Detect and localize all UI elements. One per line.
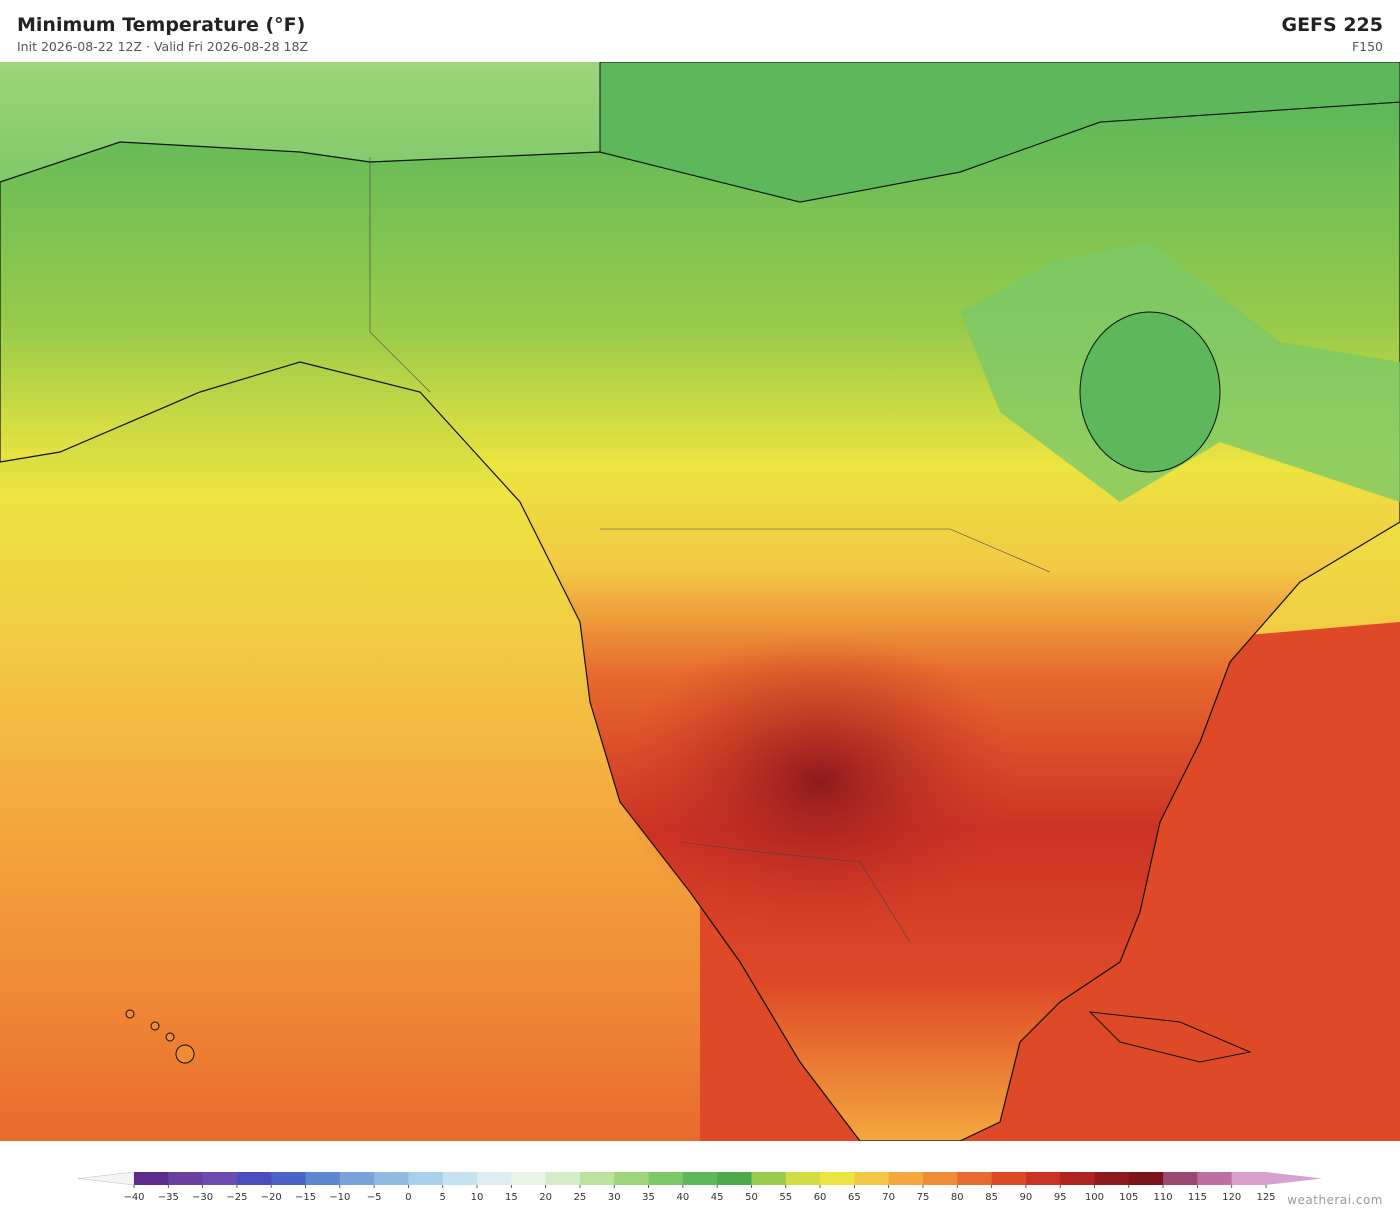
tick-label: 15 bbox=[505, 1192, 518, 1203]
tick-label: 120 bbox=[1222, 1192, 1241, 1203]
arctic-islands bbox=[599, 62, 1400, 203]
heat-core bbox=[620, 632, 1020, 932]
tick-label: −40 bbox=[123, 1192, 144, 1203]
colorbar-segment bbox=[682, 1172, 718, 1185]
map-subtitle: Init 2026-08-22 12Z · Valid Fri 2026-08-… bbox=[17, 39, 309, 54]
colorbar-segment bbox=[1128, 1172, 1164, 1185]
colorbar-segment bbox=[1094, 1172, 1130, 1185]
tick-label: 40 bbox=[676, 1192, 689, 1203]
colorbar-segment bbox=[236, 1172, 272, 1185]
hudson-bay bbox=[1079, 311, 1221, 473]
colorbar-segment bbox=[648, 1172, 684, 1185]
tick-label: −25 bbox=[226, 1192, 247, 1203]
colorbar-segment bbox=[854, 1172, 890, 1185]
tick-label: −15 bbox=[295, 1192, 316, 1203]
tick-label: 45 bbox=[711, 1192, 724, 1203]
colorbar-over bbox=[1266, 1172, 1322, 1185]
tick-label: 85 bbox=[985, 1192, 998, 1203]
colorbar-segment bbox=[888, 1172, 924, 1185]
colorbar-segment bbox=[717, 1172, 752, 1185]
tick-label: −35 bbox=[158, 1192, 179, 1203]
credit: weatherai.com bbox=[1287, 1193, 1383, 1207]
colorbar-segment bbox=[922, 1172, 958, 1185]
tick-label: 95 bbox=[1054, 1192, 1067, 1203]
tick-label: 5 bbox=[440, 1192, 446, 1203]
colorbar-segment bbox=[614, 1172, 650, 1185]
colorbar-segment bbox=[1197, 1172, 1233, 1185]
colorbar: −40 −35 −30 −25 −20 −15 −10 −5 0 5 10 15 20 25 30 35 40 4… bbox=[77, 1171, 1322, 1203]
tick-label: 65 bbox=[848, 1192, 861, 1203]
colorbar-segment bbox=[1060, 1172, 1095, 1185]
tick-label: −30 bbox=[192, 1192, 213, 1203]
tick-label: 110 bbox=[1154, 1192, 1173, 1203]
tick-label: 100 bbox=[1085, 1192, 1104, 1203]
tick-label: 80 bbox=[951, 1192, 964, 1203]
tick-label: 90 bbox=[1020, 1192, 1033, 1203]
tick-label: 55 bbox=[779, 1192, 792, 1203]
colorbar-segment bbox=[545, 1172, 581, 1185]
tick-label: 35 bbox=[642, 1192, 655, 1203]
borders bbox=[369, 157, 1051, 943]
tick-label: 10 bbox=[471, 1192, 484, 1203]
map-title: Minimum Temperature (°F) bbox=[17, 14, 306, 36]
colorbar-segment bbox=[579, 1172, 615, 1185]
colorbar-segment bbox=[134, 1172, 169, 1185]
colorbar-segment bbox=[477, 1172, 512, 1185]
tick-label: 25 bbox=[574, 1192, 587, 1203]
colorbar-segment bbox=[271, 1172, 307, 1185]
colorbar-segment bbox=[1025, 1172, 1061, 1185]
cuba bbox=[1088, 1011, 1252, 1063]
colorbar-segment bbox=[408, 1172, 444, 1185]
colorbar-segment bbox=[957, 1172, 993, 1185]
colorbar-segment bbox=[820, 1172, 855, 1185]
map bbox=[0, 62, 1400, 1141]
colorbar-segment bbox=[751, 1172, 787, 1185]
colorbar-segment bbox=[305, 1172, 341, 1185]
tick-label: 75 bbox=[917, 1192, 930, 1203]
colorbar-segment bbox=[991, 1172, 1027, 1185]
colorbar-segment bbox=[442, 1172, 478, 1185]
colorbar-under bbox=[77, 1171, 135, 1186]
hudson-region bbox=[960, 62, 1400, 502]
tick-label: 0 bbox=[405, 1192, 411, 1203]
model-name: GEFS 225 bbox=[1281, 14, 1383, 36]
tick-label: 105 bbox=[1119, 1192, 1138, 1203]
colorbar-segment bbox=[374, 1172, 409, 1185]
tick-label: 70 bbox=[882, 1192, 895, 1203]
hawaii bbox=[125, 1009, 195, 1064]
colorbar-segment bbox=[339, 1172, 375, 1185]
tick-label: 60 bbox=[814, 1192, 827, 1203]
colorbar-segment bbox=[1231, 1172, 1267, 1185]
colorbar-segment bbox=[202, 1172, 238, 1185]
colorbar-segment bbox=[785, 1172, 821, 1185]
tick-label: −5 bbox=[367, 1192, 382, 1203]
forecast-hour: F150 bbox=[1351, 39, 1383, 54]
tick-label: 30 bbox=[608, 1192, 621, 1203]
colorbar-segment bbox=[1163, 1172, 1198, 1185]
tick-label: 125 bbox=[1256, 1192, 1275, 1203]
colorbar-segment bbox=[168, 1172, 204, 1185]
tick-label: 20 bbox=[539, 1192, 552, 1203]
tick-label: 50 bbox=[745, 1192, 758, 1203]
colorbar-segment bbox=[511, 1172, 547, 1185]
tick-label: −10 bbox=[329, 1192, 350, 1203]
tick-label: −20 bbox=[261, 1192, 282, 1203]
tick-label: 115 bbox=[1188, 1192, 1207, 1203]
